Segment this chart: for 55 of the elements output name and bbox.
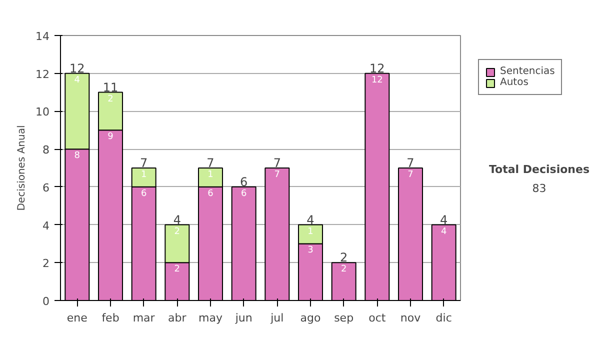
- data-label: 1: [308, 226, 314, 237]
- data-label: 12: [371, 75, 383, 86]
- y-tick-label: 4: [42, 219, 50, 232]
- data-label: 2: [174, 264, 180, 275]
- text: 83: [532, 182, 546, 195]
- total-label: 7: [273, 156, 281, 170]
- legend-label: Autos: [500, 77, 528, 88]
- x-tick-label: jun: [234, 312, 252, 324]
- data-label: 2: [174, 226, 180, 237]
- data-label: 2: [108, 94, 114, 104]
- x-tick-label: ago: [300, 312, 321, 324]
- total-label: 2: [340, 250, 348, 265]
- data-label: 6: [208, 188, 214, 199]
- total-label: 12: [70, 61, 85, 76]
- x-tick-label: sep: [334, 312, 354, 324]
- x-tick-label: nov: [400, 312, 422, 324]
- y-tick-label: 10: [36, 106, 50, 119]
- total-label: 6: [240, 174, 248, 189]
- total-label: 12: [370, 61, 385, 76]
- total-label: 4: [173, 212, 181, 227]
- x-tick-label: dic: [436, 312, 452, 324]
- x-tick-label: may: [198, 312, 223, 324]
- data-label: 1: [140, 170, 147, 180]
- x-tick-label: ene: [66, 312, 88, 324]
- legend-label: Sentencias: [500, 66, 555, 77]
- data-label: 7: [408, 170, 414, 180]
- total-label: 4: [306, 212, 314, 227]
- total-label: 7: [406, 156, 414, 170]
- y-tick-label: 2: [42, 257, 50, 270]
- total-label: 7: [140, 156, 148, 170]
- y-tick-label: 14: [36, 30, 50, 43]
- x-tick-label: feb: [102, 312, 120, 324]
- data-label: 8: [74, 151, 80, 162]
- data-label: 9: [108, 132, 114, 142]
- data-label: 7: [274, 170, 280, 180]
- text: Total Decisiones: [489, 162, 590, 176]
- y-tick-label: 6: [42, 181, 50, 194]
- total-label: 4: [440, 212, 448, 227]
- y-axis-title: Decisiones Anual: [16, 125, 28, 211]
- data-label: 4: [74, 75, 80, 86]
- x-tick-label: jul: [270, 312, 284, 324]
- y-tick-label: 8: [42, 144, 50, 157]
- data-label: 4: [440, 226, 447, 237]
- data-label: 1: [208, 170, 214, 180]
- data-label: 2: [340, 264, 347, 275]
- data-label: 3: [308, 246, 314, 256]
- x-tick-label: abr: [168, 312, 187, 324]
- y-tick-label: 12: [36, 68, 50, 81]
- total-label: 7: [206, 156, 214, 170]
- y-tick-label: 0: [42, 295, 50, 308]
- x-tick-label: mar: [132, 312, 156, 324]
- data-label: 6: [240, 188, 247, 199]
- data-label: 6: [140, 188, 147, 199]
- total-label: 11: [102, 80, 118, 94]
- x-tick-label: oct: [368, 312, 386, 324]
